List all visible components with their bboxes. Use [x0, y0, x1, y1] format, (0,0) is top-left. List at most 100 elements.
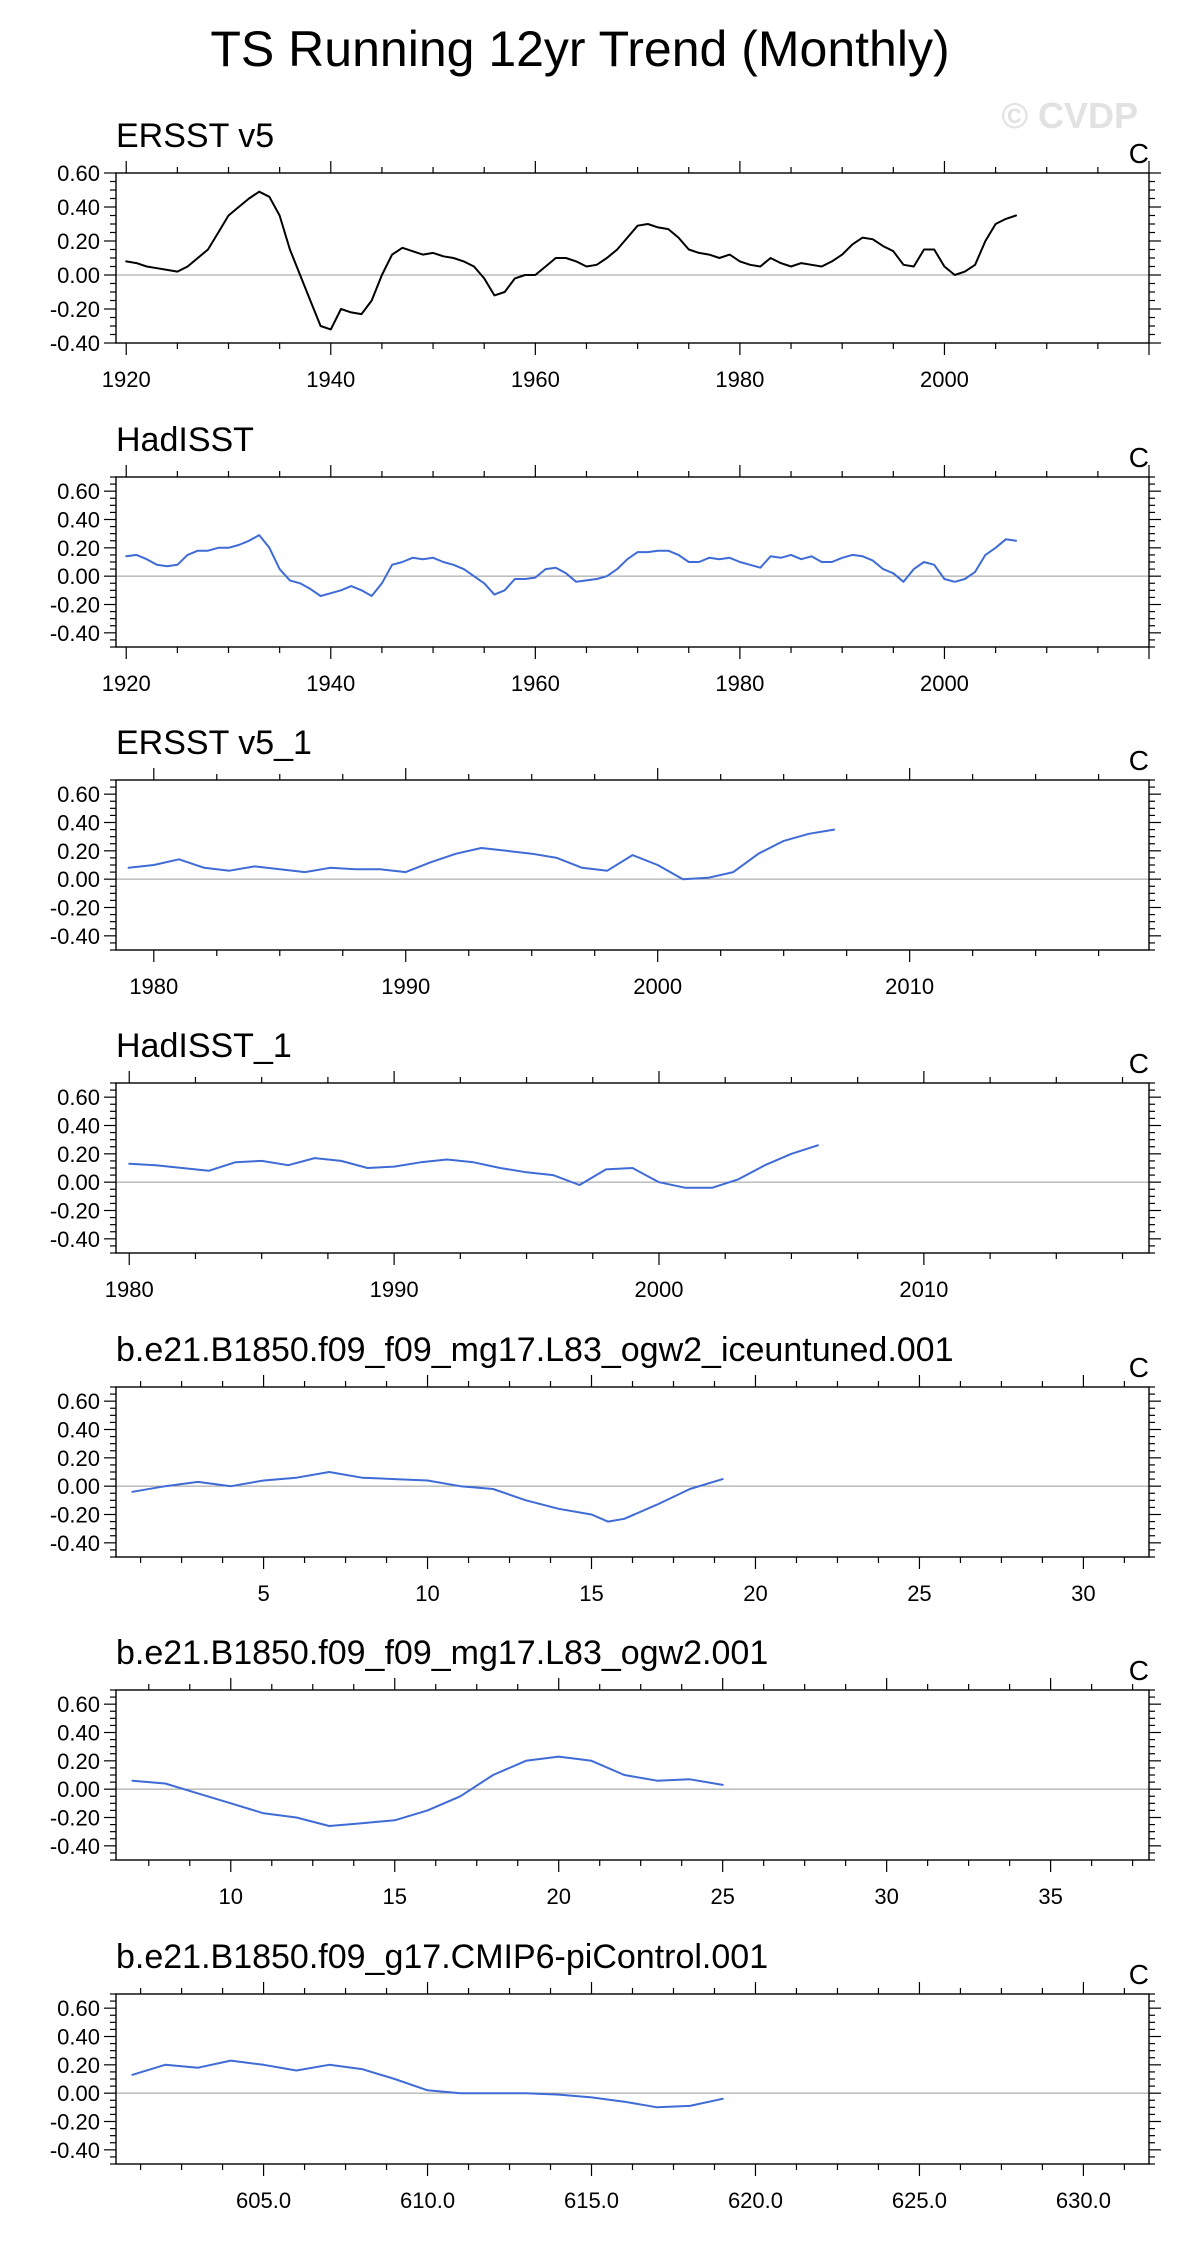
plot-frame: [115, 476, 1150, 648]
x-tick-label: 1990: [370, 1277, 419, 1302]
x-tick-label: 1940: [306, 367, 355, 392]
y-tick-label: -0.40: [50, 2138, 100, 2163]
y-tick-label: 0.60: [57, 782, 100, 807]
chart-panel-1: ERSST v5 C -0.40 -0.20 0.00 0.20 0.40 0.60 1920 1…: [50, 117, 1161, 392]
y-tick-label: -0.20: [50, 1503, 100, 1528]
y-tick-label: 0.60: [57, 1085, 100, 1110]
chart-panel-5: b.e21.B1850.f09_f09_mg17.L83_ogw2_iceunt…: [50, 1331, 1161, 1606]
x-tick-label: 620.0: [728, 2188, 783, 2213]
y-tick-label: 0.20: [57, 1142, 100, 1167]
y-tick-label: -0.20: [50, 1199, 100, 1224]
panel-title: b.e21.B1850.f09_f09_mg17.L83_ogw2_iceunt…: [116, 1331, 954, 1369]
x-tick-label: 1960: [511, 367, 560, 392]
y-tick-label: 0.20: [57, 1446, 100, 1471]
y-tick-label: 0.00: [57, 1170, 100, 1195]
y-tick-label: 0.60: [57, 1389, 100, 1414]
figure-title: TS Running 12yr Trend (Monthly): [210, 21, 949, 77]
x-tick-label: 30: [874, 1884, 898, 1909]
y-tick-label: -0.40: [50, 924, 100, 949]
x-tick-label: 2000: [920, 367, 969, 392]
y-tick-label: 0.40: [57, 1418, 100, 1443]
y-tick-label: -0.20: [50, 593, 100, 618]
panel-title: HadISST: [116, 421, 254, 459]
panel-group: ERSST v5 C -0.40 -0.20 0.00 0.20 0.40 0.60 1920 1…: [50, 117, 1161, 2213]
series-line-1: [127, 828, 836, 881]
plot-frame: [115, 779, 1150, 951]
series-line-1: [131, 1471, 724, 1523]
y-tick-label: 0.00: [57, 1777, 100, 1802]
y-tick-label: 0.60: [57, 479, 100, 504]
y-tick-label: 0.40: [57, 508, 100, 533]
plot-frame: [115, 1993, 1150, 2165]
units-label: C: [1129, 1048, 1149, 1079]
y-tick-label: 0.00: [57, 263, 100, 288]
x-tick-label: 20: [546, 1884, 570, 1909]
units-label: C: [1129, 1959, 1149, 1990]
x-tick-label: 605.0: [236, 2188, 291, 2213]
x-tick-label: 630.0: [1056, 2188, 1111, 2213]
y-tick-label: 0.60: [57, 1692, 100, 1717]
plot-frame: [115, 172, 1150, 344]
x-tick-label: 2010: [899, 1277, 948, 1302]
y-tick-label: 0.40: [57, 1114, 100, 1139]
x-tick-label: 1990: [381, 974, 430, 999]
x-tick-label: 610.0: [400, 2188, 455, 2213]
y-tick-label: 0.60: [57, 1996, 100, 2021]
y-tick-label: -0.40: [50, 1531, 100, 1556]
y-tick-label: 0.40: [57, 195, 100, 220]
x-tick-label: 10: [219, 1884, 243, 1909]
units-label: C: [1129, 1352, 1149, 1383]
x-tick-label: 1960: [511, 671, 560, 696]
x-tick-label: 15: [579, 1581, 603, 1606]
y-tick-label: 0.40: [57, 1721, 100, 1746]
series-line-1: [128, 1144, 819, 1189]
y-tick-label: 0.40: [57, 2025, 100, 2050]
x-tick-label: 2000: [920, 671, 969, 696]
panel-title: b.e21.B1850.f09_g17.CMIP6-piControl.001: [116, 1938, 768, 1976]
y-tick-label: 0.00: [57, 2081, 100, 2106]
x-tick-label: 615.0: [564, 2188, 619, 2213]
panel-title: ERSST v5: [116, 117, 274, 155]
x-tick-label: 1980: [105, 1277, 154, 1302]
series-line-1: [125, 534, 1017, 597]
y-tick-label: 0.20: [57, 229, 100, 254]
chart-panel-4: HadISST_1 C -0.40 -0.20 0.00 0.20 0.40 0.60 1980…: [50, 1027, 1161, 1302]
x-tick-label: 25: [710, 1884, 734, 1909]
x-tick-label: 30: [1071, 1581, 1095, 1606]
panel-title: HadISST_1: [116, 1027, 292, 1065]
y-tick-label: 0.00: [57, 564, 100, 589]
x-tick-label: 15: [383, 1884, 407, 1909]
watermark: © CVDP: [1001, 95, 1138, 136]
chart-panel-6: b.e21.B1850.f09_f09_mg17.L83_ogw2.001 C -0…: [50, 1634, 1161, 1909]
units-label: C: [1129, 442, 1149, 473]
y-tick-label: 0.20: [57, 536, 100, 561]
x-tick-label: 35: [1038, 1884, 1062, 1909]
series-line-1: [125, 190, 1017, 331]
y-tick-label: 0.00: [57, 1474, 100, 1499]
y-tick-label: 0.20: [57, 839, 100, 864]
x-tick-label: 2010: [885, 974, 934, 999]
y-tick-label: 0.60: [57, 161, 100, 186]
x-tick-label: 1980: [715, 367, 764, 392]
x-tick-label: 20: [743, 1581, 767, 1606]
y-tick-label: -0.40: [50, 621, 100, 646]
panel-title: b.e21.B1850.f09_f09_mg17.L83_ogw2.001: [116, 1634, 768, 1672]
y-tick-label: 0.40: [57, 811, 100, 836]
x-tick-label: 1980: [715, 671, 764, 696]
y-tick-label: -0.20: [50, 2110, 100, 2135]
y-tick-label: -0.40: [50, 331, 100, 356]
chart-panel-7: b.e21.B1850.f09_g17.CMIP6-piControl.001 C…: [50, 1938, 1161, 2213]
x-tick-label: 1980: [129, 974, 178, 999]
units-label: C: [1129, 138, 1149, 169]
y-tick-label: -0.20: [50, 896, 100, 921]
x-tick-label: 5: [257, 1581, 269, 1606]
y-tick-label: -0.20: [50, 1806, 100, 1831]
plot-frame: [115, 1386, 1150, 1558]
x-tick-label: 625.0: [892, 2188, 947, 2213]
x-tick-label: 10: [415, 1581, 439, 1606]
plot-frame: [115, 1689, 1150, 1861]
y-tick-label: 0.20: [57, 1749, 100, 1774]
y-tick-label: -0.20: [50, 297, 100, 322]
chart-panel-2: HadISST C -0.40 -0.20 0.00 0.20 0.40 0.60 1920 19…: [50, 421, 1161, 696]
